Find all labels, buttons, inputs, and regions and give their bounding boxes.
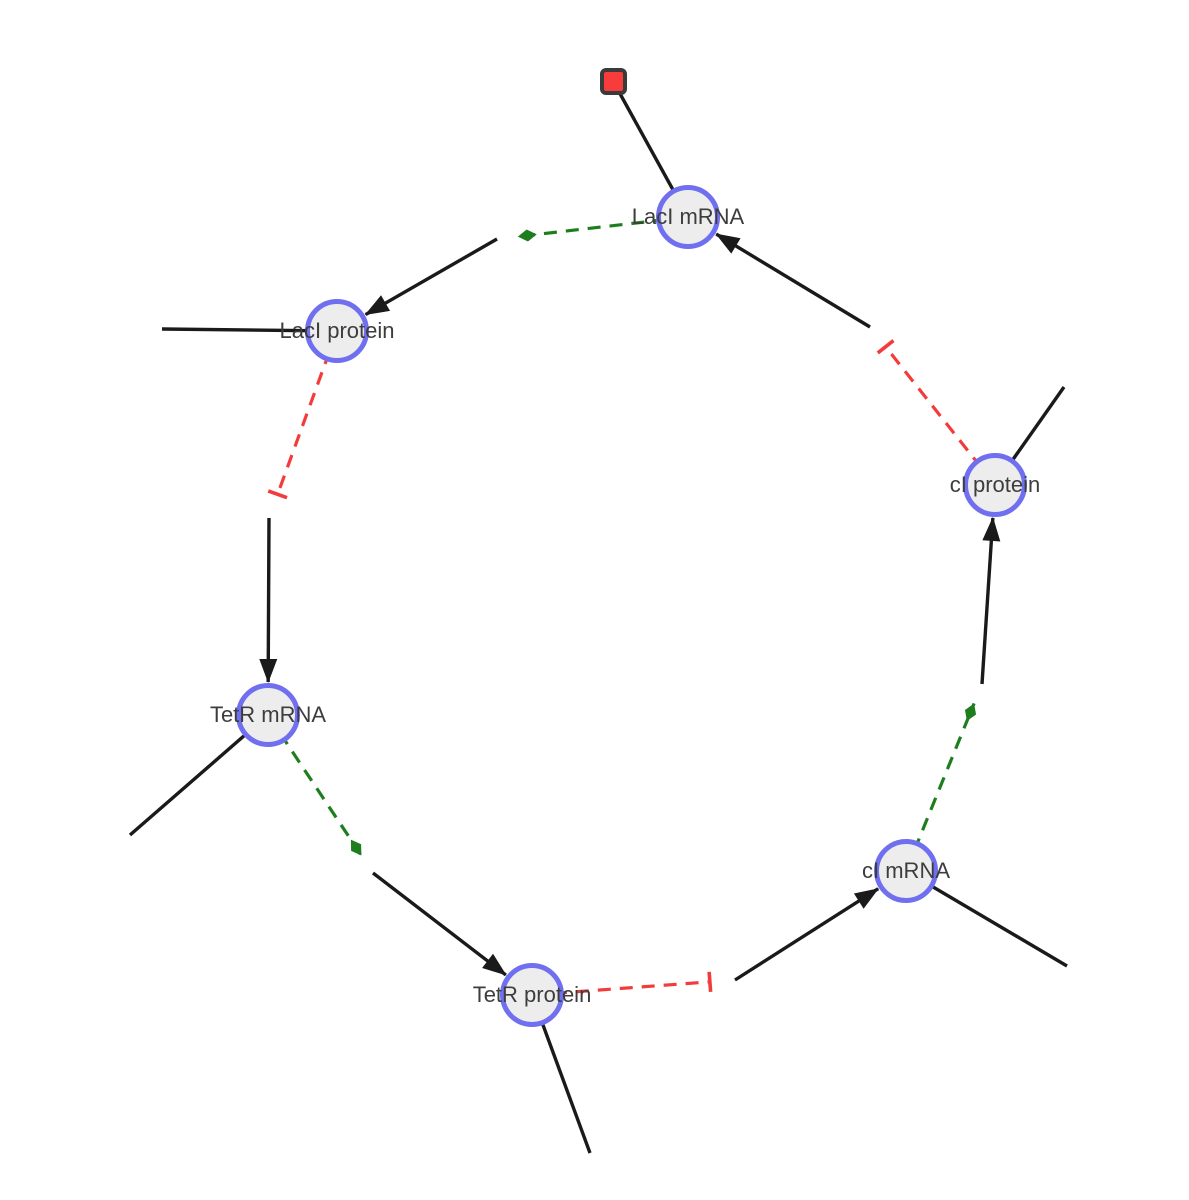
reaction-node-deg-laci-transcripts — [599, 67, 627, 95]
species-node-laci-mrna — [656, 185, 720, 249]
edge-arrow-translation-laci-to-laci-protein — [364, 237, 498, 317]
species-node-tetr-protein — [500, 963, 564, 1027]
species-label-ci-protein: cI protein — [949, 472, 1041, 497]
edge-arrow-translation-ci-to-ci-protein — [980, 516, 1001, 685]
species-label-laci-protein: LacI protein — [279, 318, 395, 343]
inset-timeseries-chart — [418, 433, 778, 768]
edge-arrow-transcription-ci-to-ci-mrna — [734, 887, 880, 982]
species-node-ci-mrna — [874, 839, 938, 903]
edge-arrow-translation-tetr-to-tetr-protein — [371, 871, 507, 977]
edge-arrow-transcription-tetr-to-tetr-mrna — [259, 517, 278, 684]
species-label-tetr-protein: TetR protein — [472, 982, 592, 1007]
species-label-laci-mrna: LacI mRNA — [631, 204, 745, 229]
species-node-laci-protein — [305, 299, 369, 363]
edge-arrow-transcription-laci-to-laci-mrna — [715, 232, 871, 329]
species-label-ci-mrna: cI mRNA — [862, 858, 950, 883]
species-label-tetr-mrna: TetR mRNA — [209, 702, 327, 727]
species-node-ci-protein — [963, 453, 1027, 517]
species-node-tetr-mrna — [236, 683, 300, 747]
